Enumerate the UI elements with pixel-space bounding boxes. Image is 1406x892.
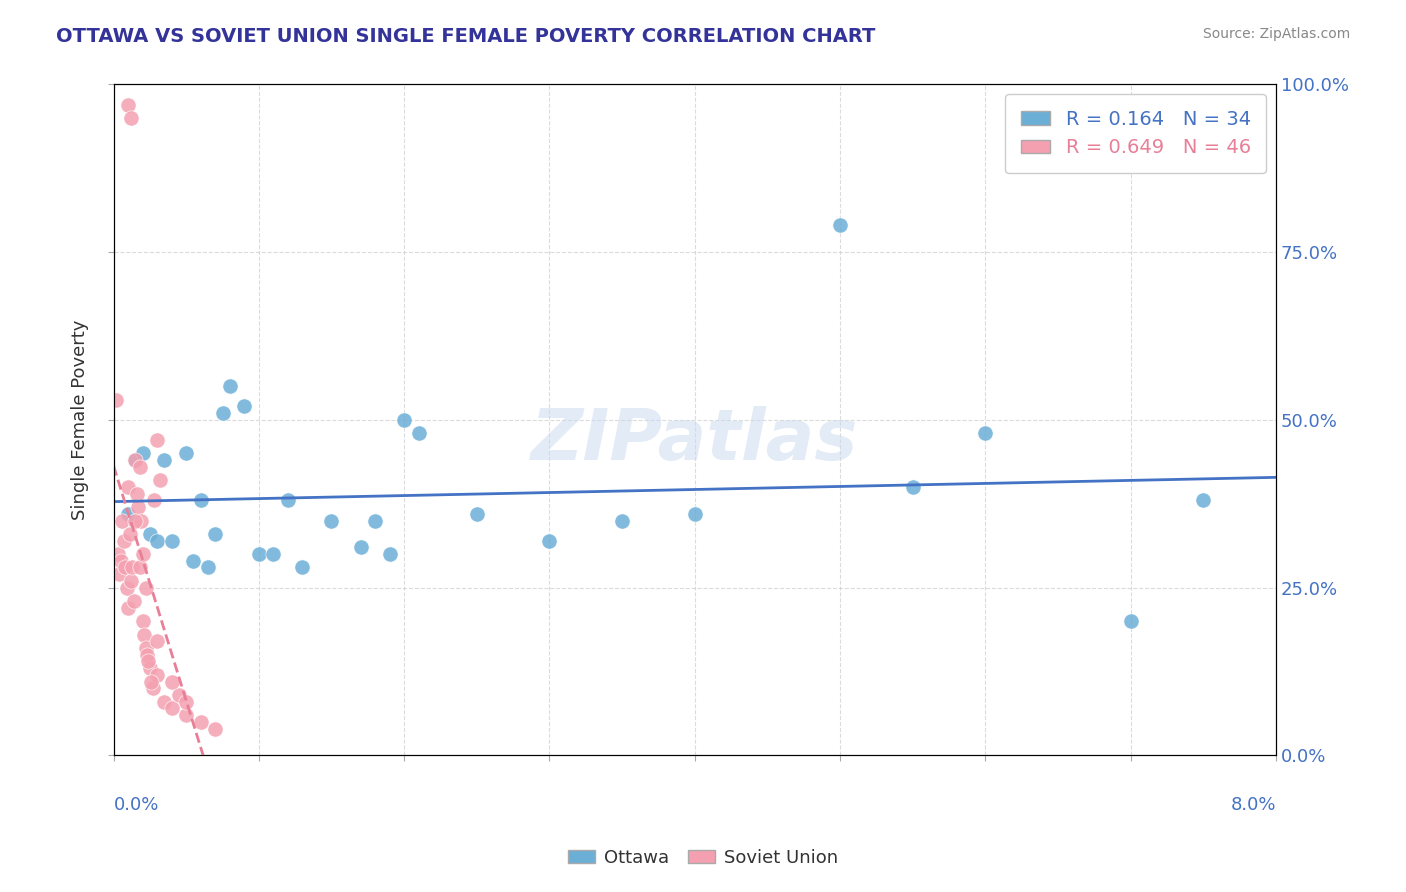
Point [218, 379, 240, 393]
Point [610, 514, 633, 528]
Point [146, 668, 169, 682]
Point [132, 627, 155, 641]
Point [136, 648, 159, 662]
Point [174, 695, 197, 709]
Y-axis label: Single Female Poverty: Single Female Poverty [72, 319, 89, 520]
Point [134, 581, 156, 595]
Point [364, 514, 387, 528]
Point [117, 507, 139, 521]
Point [160, 674, 183, 689]
Point [204, 722, 226, 736]
Point [141, 674, 163, 689]
Point [211, 406, 233, 420]
Point [160, 701, 183, 715]
Point [262, 547, 284, 561]
Point [143, 493, 166, 508]
Point [408, 426, 430, 441]
Legend: R = 0.164   N = 34, R = 0.649   N = 46: R = 0.164 N = 34, R = 0.649 N = 46 [1005, 95, 1267, 173]
Point [112, 533, 135, 548]
Point [142, 681, 165, 696]
Point [828, 219, 851, 233]
Point [128, 560, 150, 574]
Point [128, 459, 150, 474]
Point [110, 554, 132, 568]
Point [114, 560, 136, 574]
Point [122, 594, 145, 608]
Point [683, 507, 706, 521]
Point [139, 527, 162, 541]
Point [107, 547, 129, 561]
Point [174, 708, 197, 723]
Point [139, 661, 162, 675]
Point [392, 413, 415, 427]
Point [247, 547, 270, 561]
Point [183, 554, 205, 568]
Point [291, 560, 314, 574]
Point [146, 634, 169, 648]
Text: Source: ZipAtlas.com: Source: ZipAtlas.com [1202, 27, 1350, 41]
Point [124, 514, 146, 528]
Point [190, 493, 212, 508]
Point [105, 392, 128, 407]
Point [160, 533, 183, 548]
Point [153, 453, 176, 467]
Point [167, 688, 190, 702]
Point [131, 547, 153, 561]
Point [465, 507, 488, 521]
Point [321, 514, 343, 528]
Point [149, 473, 172, 487]
Point [120, 111, 142, 125]
Point [111, 514, 134, 528]
Point [277, 493, 299, 508]
Point [131, 446, 153, 460]
Point [204, 527, 226, 541]
Point [197, 560, 219, 574]
Point [134, 640, 156, 655]
Text: 0.0%: 0.0% [114, 796, 159, 814]
Point [153, 695, 176, 709]
Point [974, 426, 997, 441]
Text: OTTAWA VS SOVIET UNION SINGLE FEMALE POVERTY CORRELATION CHART: OTTAWA VS SOVIET UNION SINGLE FEMALE POV… [56, 27, 876, 45]
Point [538, 533, 561, 548]
Point [378, 547, 401, 561]
Point [146, 533, 169, 548]
Point [108, 567, 131, 582]
Point [138, 655, 160, 669]
Point [349, 541, 371, 555]
Point [129, 514, 152, 528]
Point [127, 500, 149, 515]
Point [120, 574, 142, 588]
Point [174, 446, 197, 460]
Point [146, 433, 169, 447]
Point [233, 400, 256, 414]
Point [131, 614, 153, 628]
Point [1119, 614, 1142, 628]
Point [118, 527, 141, 541]
Point [117, 480, 139, 494]
Point [190, 714, 212, 729]
Point [1192, 493, 1215, 508]
Point [901, 480, 924, 494]
Legend: Ottawa, Soviet Union: Ottawa, Soviet Union [561, 842, 845, 874]
Point [117, 97, 139, 112]
Point [125, 486, 148, 500]
Point [124, 453, 146, 467]
Point [124, 453, 146, 467]
Point [115, 581, 138, 595]
Text: ZIPatlas: ZIPatlas [531, 406, 859, 475]
Point [121, 560, 143, 574]
Point [117, 600, 139, 615]
Text: 8.0%: 8.0% [1230, 796, 1277, 814]
